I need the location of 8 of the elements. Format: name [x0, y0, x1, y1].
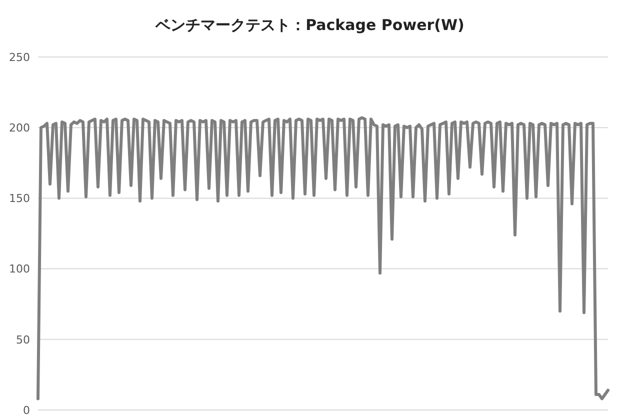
line-series: [36, 116, 610, 400]
chart-title: ベンチマークテスト：Package Power(W): [154, 16, 464, 34]
y-tick-label: 200: [9, 121, 30, 134]
y-tick-label: 50: [16, 333, 30, 346]
y-tick-label: 150: [9, 192, 30, 206]
y-tick-label: 100: [9, 262, 30, 276]
y-tick-label: 250: [9, 50, 30, 64]
y-tick-label: 0: [23, 404, 30, 417]
